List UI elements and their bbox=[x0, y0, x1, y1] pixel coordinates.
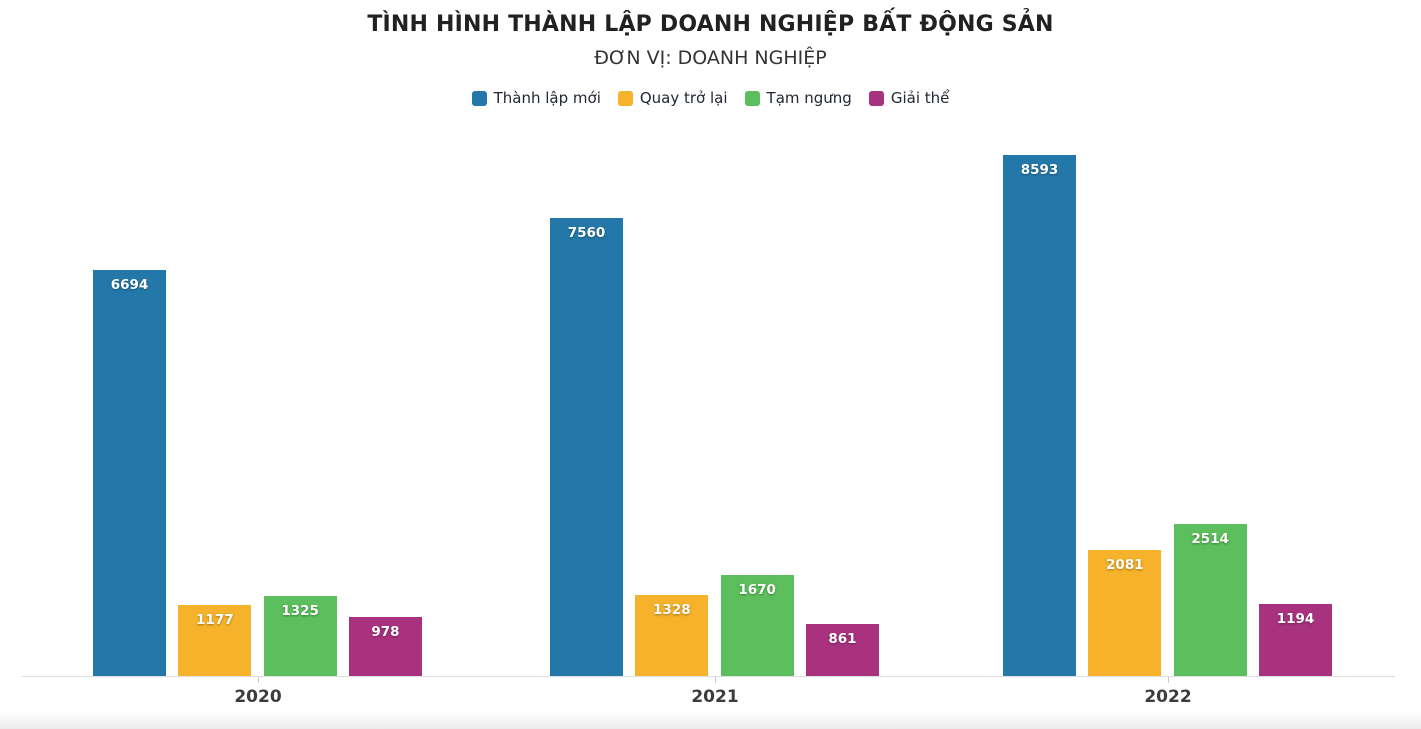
bar-value-label: 1328 bbox=[653, 602, 691, 618]
bar-group-2022: 8593 2081 2514 1194 bbox=[1003, 155, 1332, 676]
bar-value-label: 1194 bbox=[1276, 611, 1315, 627]
bar-2022-series-3[interactable]: 1194 bbox=[1258, 604, 1332, 676]
chart-title: TÌNH HÌNH THÀNH LẬP DOANH NGHIỆP BẤT ĐỘN… bbox=[367, 12, 1054, 37]
bar-value-label: 8593 bbox=[1020, 162, 1059, 178]
bar-value-label: 1670 bbox=[738, 582, 776, 598]
chart-subtitle: ĐƠN VỊ: DOANH NGHIỆP bbox=[594, 47, 827, 69]
x-axis-line bbox=[22, 676, 1395, 677]
legend-item-1[interactable]: Quay trở lại bbox=[617, 89, 728, 107]
bar-value-label: 978 bbox=[371, 624, 400, 640]
bar-2020-series-1[interactable]: 1177 bbox=[178, 605, 252, 676]
bar-value-label: 2081 bbox=[1106, 557, 1144, 573]
bar-value-label: 2514 bbox=[1191, 531, 1229, 547]
bar-2022-series-1[interactable]: 2081 bbox=[1088, 550, 1162, 676]
bar-value-label: 6694 bbox=[110, 277, 149, 293]
legend-label: Thành lập mới bbox=[493, 89, 601, 107]
x-axis-tick bbox=[715, 677, 716, 683]
bar-2021-series-0[interactable]: 7560 bbox=[550, 218, 623, 676]
bar-2021-series-2[interactable]: 1670 bbox=[720, 575, 794, 676]
footer-strip bbox=[0, 711, 1421, 729]
legend-swatch-icon bbox=[617, 90, 633, 106]
legend-swatch-icon bbox=[744, 90, 760, 106]
legend-label: Giải thể bbox=[890, 89, 950, 107]
legend-item-2[interactable]: Tạm ngưng bbox=[744, 89, 852, 107]
bar-value-label: 1325 bbox=[281, 603, 319, 619]
bar-2021-series-3[interactable]: 861 bbox=[805, 624, 879, 676]
bar-group-2021: 7560 1328 1670 861 bbox=[550, 218, 879, 676]
legend-swatch-icon bbox=[471, 90, 487, 106]
legend-swatch-icon bbox=[868, 90, 884, 106]
legend-label: Quay trở lại bbox=[639, 89, 728, 107]
bar-2020-series-2[interactable]: 1325 bbox=[263, 596, 337, 676]
x-axis-tick bbox=[1168, 677, 1169, 683]
bar-group-2020: 6694 1177 1325 978 bbox=[93, 270, 422, 676]
x-axis-label-2020: 2020 bbox=[234, 687, 282, 707]
legend: Thành lập mới Quay trở lại Tạm ngưng Giải t… bbox=[0, 89, 1421, 107]
bar-2022-series-2[interactable]: 2514 bbox=[1173, 524, 1247, 676]
x-axis-label-2022: 2022 bbox=[1144, 687, 1192, 707]
bar-2020-series-3[interactable]: 978 bbox=[348, 617, 422, 676]
legend-item-3[interactable]: Giải thể bbox=[868, 89, 950, 107]
bar-2022-series-0[interactable]: 8593 bbox=[1003, 155, 1076, 676]
x-axis-tick bbox=[258, 677, 259, 683]
legend-item-0[interactable]: Thành lập mới bbox=[471, 89, 601, 107]
bar-value-label: 861 bbox=[828, 631, 857, 647]
x-axis-label-2021: 2021 bbox=[691, 687, 739, 707]
bar-2020-series-0[interactable]: 6694 bbox=[93, 270, 166, 676]
bar-value-label: 7560 bbox=[567, 225, 606, 241]
bar-2021-series-1[interactable]: 1328 bbox=[635, 595, 709, 676]
legend-label: Tạm ngưng bbox=[766, 89, 852, 107]
bar-value-label: 1177 bbox=[196, 612, 234, 628]
